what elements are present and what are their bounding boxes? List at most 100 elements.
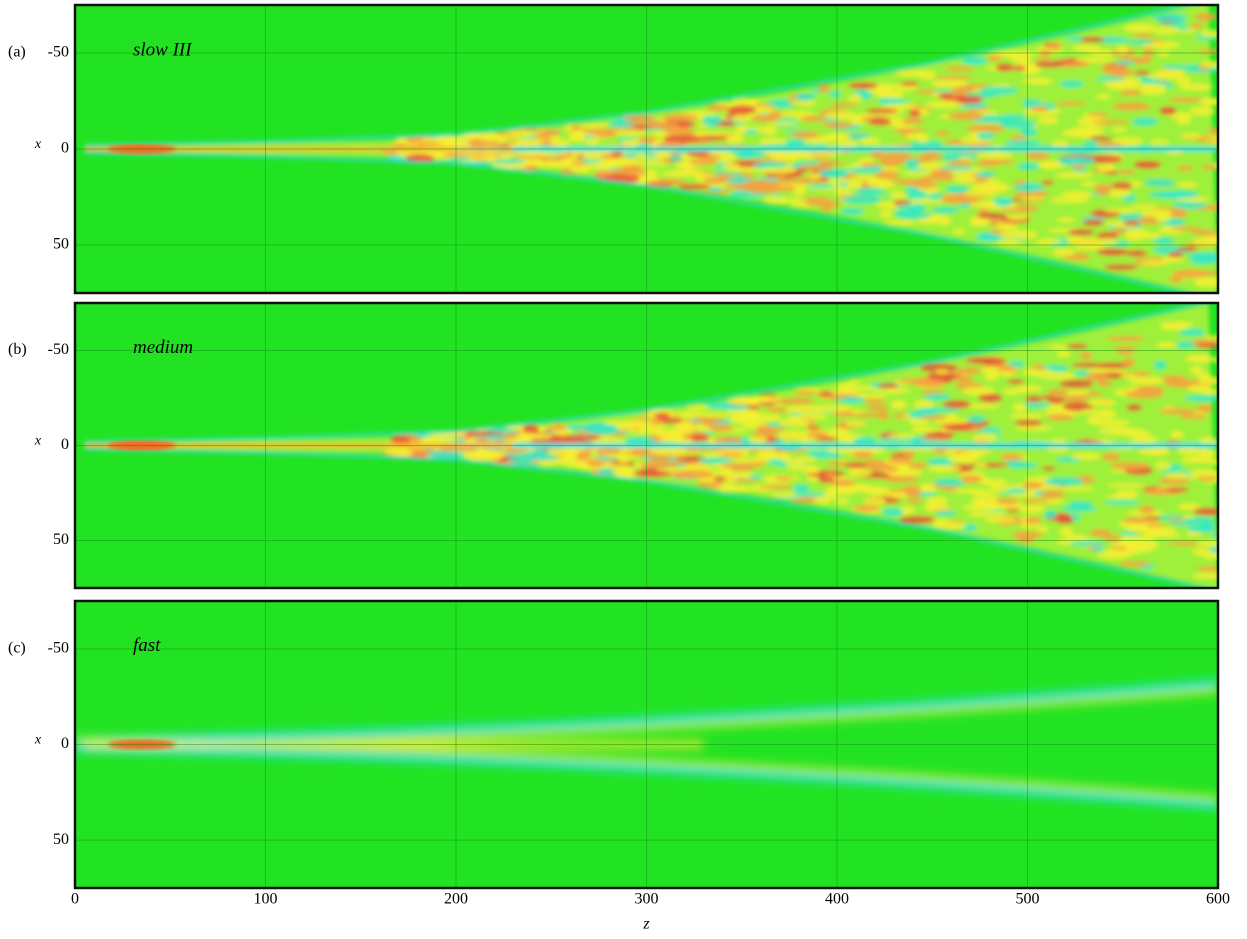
plume-streak: [1007, 379, 1024, 384]
plume-streak: [1080, 352, 1093, 360]
plume-streak: [759, 485, 795, 489]
plume-streak: [848, 94, 862, 103]
plume-streak: [722, 162, 741, 170]
plume-streak: [1162, 190, 1199, 198]
plume-streak: [840, 397, 866, 404]
plume-streak: [1145, 527, 1168, 534]
plume-streak: [1104, 500, 1140, 504]
plume-streak: [1005, 140, 1042, 146]
plume-streak: [849, 469, 872, 476]
plume-streak: [687, 404, 709, 410]
plume-streak: [764, 196, 788, 204]
plume-streak: [972, 184, 1010, 192]
plume-streak: [864, 497, 886, 505]
plume-streak: [1073, 371, 1090, 376]
plume-streak: [442, 153, 468, 157]
plume-streak: [977, 160, 1001, 167]
plume-streak: [795, 390, 817, 395]
plume-streak: [552, 424, 567, 431]
plume-streak: [820, 172, 846, 178]
plume-streak: [1047, 414, 1074, 421]
plume-streak: [1090, 136, 1112, 140]
plume-streak: [678, 184, 710, 189]
plume-streak: [1011, 58, 1033, 63]
plume-streak: [1097, 381, 1113, 387]
plume-streak: [677, 421, 693, 427]
plume-streak: [550, 140, 571, 146]
plume-streak: [703, 177, 728, 184]
plume-streak: [908, 462, 928, 469]
plume-streak: [667, 431, 695, 435]
plume-streak: [734, 412, 763, 421]
plume-streak: [427, 451, 465, 459]
plume-streak: [661, 171, 698, 176]
plume-streak: [838, 383, 854, 391]
plume-streak: [995, 223, 1017, 231]
y-tick-label: 50: [53, 531, 69, 548]
plume-streak: [924, 505, 950, 511]
plume-streak: [576, 454, 590, 461]
plume-streak: [1057, 218, 1075, 223]
x-tick-label: 400: [825, 891, 849, 908]
y-tick-label: 0: [61, 735, 69, 752]
plume-streak: [903, 451, 915, 457]
plume-streak: [1010, 413, 1043, 418]
plume-streak: [617, 420, 654, 427]
plume-streak: [1182, 457, 1203, 464]
plume-streak: [1126, 250, 1147, 256]
y-axis-label: x: [34, 137, 42, 152]
plume-streak: [1185, 355, 1216, 362]
plume-streak: [437, 136, 471, 140]
plume-streak: [791, 131, 820, 138]
plume-streak: [953, 229, 965, 234]
plume-streak: [923, 175, 956, 181]
plume-streak: [1112, 102, 1150, 110]
plume-streak: [960, 475, 982, 483]
plume-streak: [924, 394, 951, 401]
plume-streak: [1019, 196, 1045, 201]
plume-streak: [1057, 350, 1071, 357]
plume-streak: [785, 405, 825, 413]
plume-streak: [1117, 170, 1136, 175]
plume-streak: [1015, 420, 1043, 426]
plume-streak: [863, 459, 885, 467]
plume-streak: [1048, 345, 1068, 349]
plume-streak: [962, 56, 988, 64]
plume-streak: [1093, 410, 1116, 418]
plume-streak: [1219, 499, 1247, 508]
plume-streak: [738, 152, 766, 158]
plume-streak: [1196, 540, 1235, 547]
plume-streak: [899, 516, 936, 524]
plume-streak: [977, 213, 1007, 219]
plume-streak: [1060, 380, 1094, 388]
plume-streak: [1173, 269, 1212, 278]
plume-streak: [1194, 278, 1228, 284]
plume-streak: [1058, 157, 1082, 165]
panel: [75, 601, 1218, 888]
plume-streak: [1042, 466, 1056, 470]
plume-streak: [966, 125, 1005, 133]
plume-streak: [693, 131, 711, 135]
plume-streak: [1057, 487, 1096, 491]
plume-streak: [962, 387, 996, 395]
plume-streak: [1201, 61, 1226, 68]
plume-streak: [1160, 322, 1194, 328]
plume-streak: [1218, 228, 1247, 235]
plume-streak: [905, 159, 921, 167]
plume-streak: [836, 141, 859, 147]
plume-streak: [1192, 230, 1220, 236]
y-axis-label: x: [34, 434, 42, 449]
plume-streak: [1171, 431, 1184, 439]
plume-streak: [762, 127, 777, 135]
plume-streak: [465, 431, 504, 436]
plume-streak: [901, 117, 923, 124]
plume-streak: [1210, 458, 1232, 466]
plume-streak: [778, 419, 810, 427]
plume-streak: [585, 163, 617, 169]
y-tick-label: -50: [48, 341, 69, 358]
plume-streak: [1044, 477, 1083, 485]
plume-streak: [943, 400, 971, 408]
plume-streak: [890, 193, 908, 200]
plume-streak: [1140, 87, 1166, 95]
x-axis-label: z: [642, 916, 650, 933]
